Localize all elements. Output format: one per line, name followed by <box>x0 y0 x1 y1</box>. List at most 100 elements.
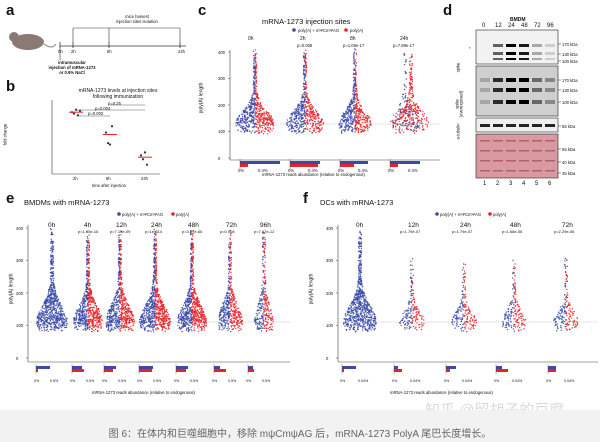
violin-point <box>307 128 309 131</box>
panel-b-point <box>143 151 147 154</box>
violin-point <box>254 89 257 92</box>
violin-point <box>142 309 144 311</box>
violin-point <box>112 304 114 307</box>
violin-point <box>394 122 397 125</box>
violin-point <box>305 69 307 71</box>
violin-point <box>353 55 355 57</box>
violin-point <box>409 86 411 89</box>
violin-point <box>74 327 76 329</box>
violin-point <box>300 107 303 109</box>
violin-point <box>153 302 155 304</box>
violin-point <box>353 83 356 85</box>
panel-b-point <box>76 114 80 117</box>
violin-point <box>155 238 157 240</box>
violin-point <box>78 320 80 322</box>
violin-point <box>57 315 59 318</box>
violin-point <box>272 127 275 130</box>
violin-point <box>120 248 123 250</box>
violin-point <box>350 107 353 109</box>
violin-point <box>80 317 83 319</box>
violin-point <box>125 319 128 321</box>
panel-d-band-ponceau <box>532 150 542 152</box>
violin-point <box>299 105 302 107</box>
violin-point <box>253 97 256 99</box>
violin-point <box>366 127 369 130</box>
violin-point <box>117 321 119 323</box>
violin-point <box>86 319 88 321</box>
violin-point <box>422 111 424 113</box>
violin-point <box>43 330 46 332</box>
violin-point <box>398 118 400 121</box>
violin-point <box>425 118 428 120</box>
violin-point <box>86 311 88 313</box>
violin-point <box>119 267 121 269</box>
violin-point <box>52 256 55 258</box>
violin-point <box>154 308 156 311</box>
violin-point <box>156 295 159 297</box>
violin-point <box>402 113 405 116</box>
violin-point <box>417 115 420 118</box>
violin-point <box>115 295 117 297</box>
violin-point <box>156 301 159 304</box>
violin-point <box>77 310 79 312</box>
violin-point <box>154 252 156 254</box>
violin-point <box>114 312 116 314</box>
violin-point <box>58 324 60 326</box>
violin-point <box>133 318 135 320</box>
violin-point <box>416 121 418 124</box>
panel-d-band-overexposed <box>519 88 529 92</box>
violin-point <box>153 280 155 283</box>
violin-point <box>253 64 255 67</box>
violin-point <box>86 248 88 250</box>
violin-point <box>297 122 300 125</box>
violin-point <box>263 119 266 121</box>
violin-point <box>124 311 126 314</box>
violin-point <box>84 301 87 303</box>
violin-point <box>346 118 348 121</box>
violin-point <box>410 82 412 85</box>
violin-point <box>366 121 368 123</box>
panel-d-band-overexposed <box>519 100 529 104</box>
violin-point <box>299 119 301 122</box>
violin-point <box>412 110 414 112</box>
violin-point <box>350 120 352 122</box>
violin-point <box>89 284 91 287</box>
violin-point <box>160 304 162 306</box>
violin-point <box>157 328 160 330</box>
violin-point <box>317 120 319 123</box>
violin-point <box>93 314 95 316</box>
violin-point <box>236 123 239 125</box>
violin-point <box>86 236 89 238</box>
violin-point <box>255 67 258 69</box>
violin-point <box>414 111 417 114</box>
violin-point <box>50 267 52 269</box>
panel-d-band-ponceau <box>532 140 542 142</box>
violin-point <box>258 129 260 132</box>
panel-d-band-ponceau <box>480 170 490 172</box>
violin-point <box>40 309 42 311</box>
violin-point <box>139 325 142 327</box>
violin-point <box>56 295 58 298</box>
violin-point <box>286 123 288 126</box>
violin-point <box>410 125 412 128</box>
violin-point <box>354 58 356 61</box>
violin-point <box>108 315 110 318</box>
violin-point <box>113 326 116 329</box>
violin-point <box>118 236 120 239</box>
violin-point <box>356 126 358 129</box>
panel-d-band-overexposed <box>493 88 503 92</box>
violin-point <box>54 309 56 312</box>
panel-d-band-ponceau <box>493 140 503 142</box>
violin-point <box>50 247 52 249</box>
violin-point <box>106 316 109 318</box>
violin-point <box>140 324 142 326</box>
violin-point <box>51 250 54 252</box>
violin-point <box>295 113 297 115</box>
violin-point <box>52 258 54 260</box>
violin-point <box>50 283 52 286</box>
violin-point <box>314 115 316 118</box>
violin-point <box>45 326 48 329</box>
violin-point <box>52 297 54 299</box>
violin-point <box>37 327 40 329</box>
violin-point <box>269 114 271 117</box>
